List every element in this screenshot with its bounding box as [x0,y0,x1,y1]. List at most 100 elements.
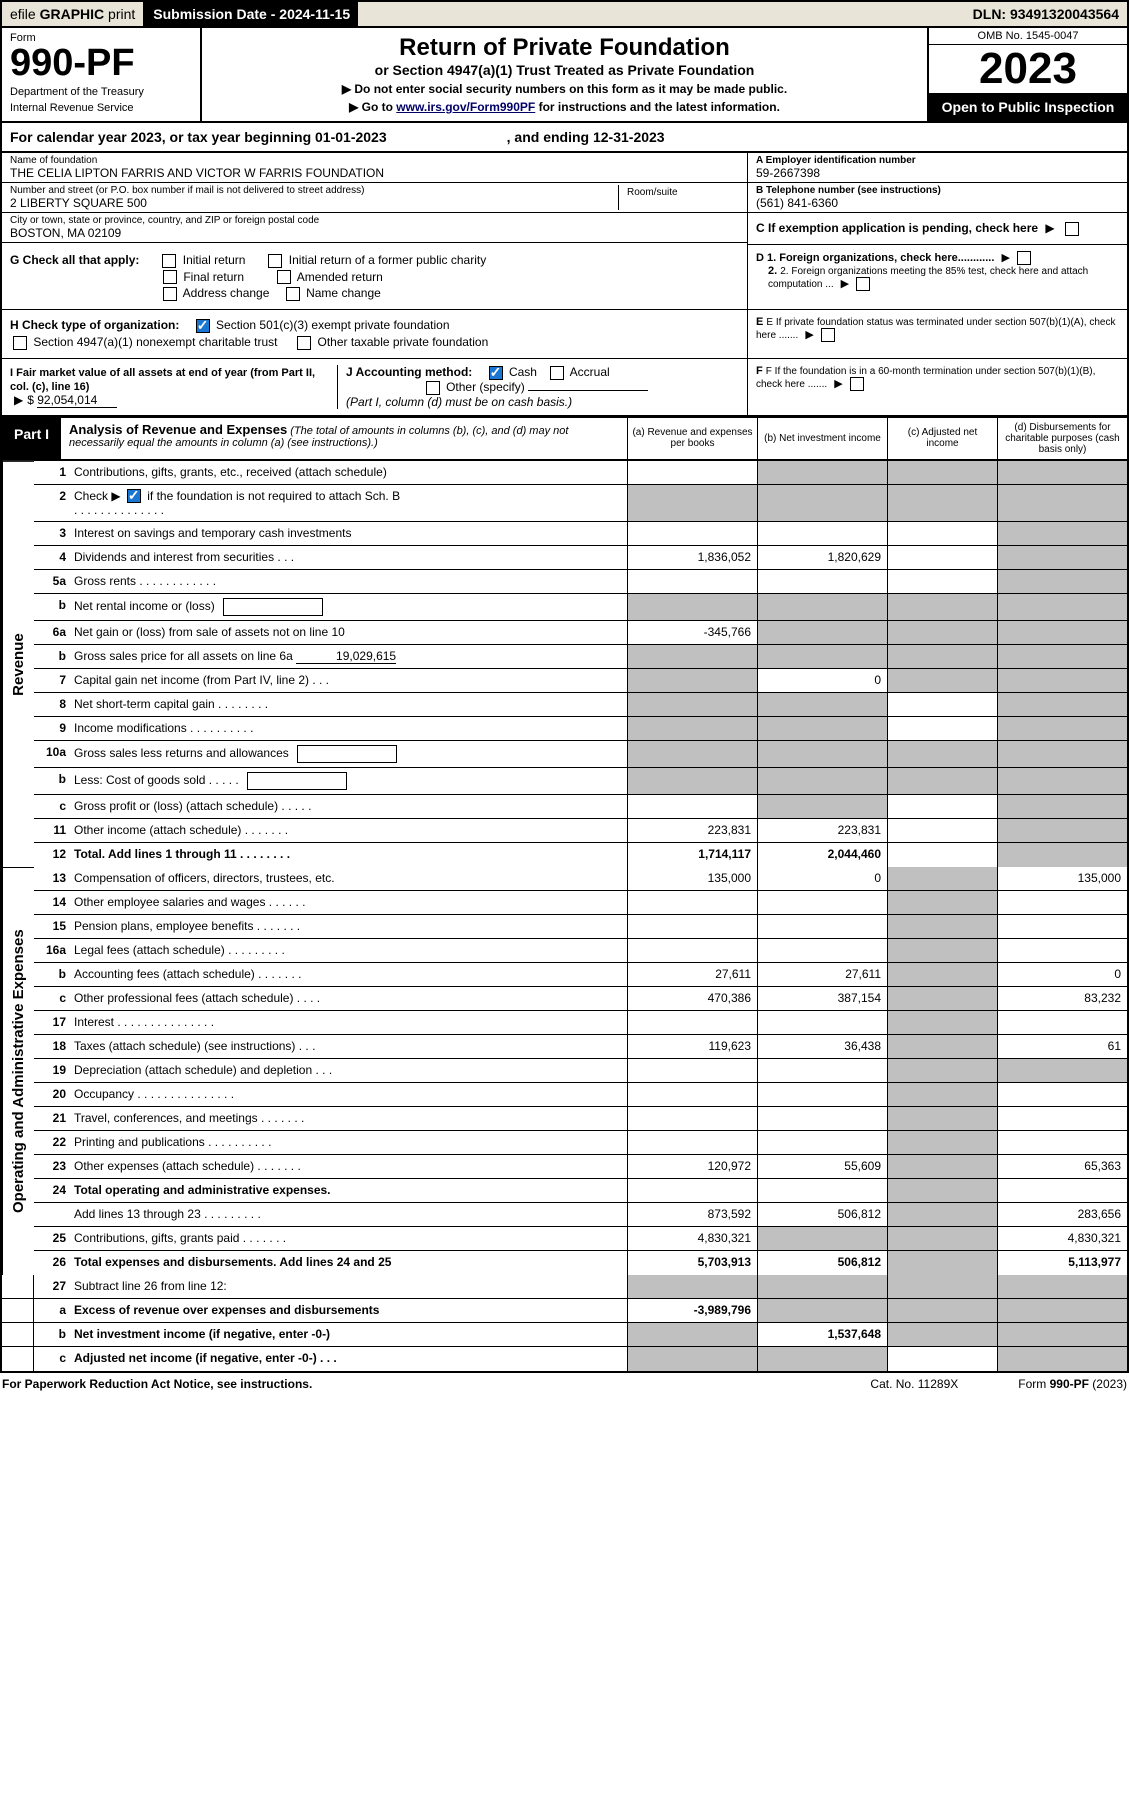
tax-year: 2023 [929,45,1127,93]
form-title: Return of Private Foundation [208,34,921,62]
line-1: 1Contributions, gifts, grants, etc., rec… [34,461,1127,485]
h-501c3-label: Section 501(c)(3) exempt private foundat… [216,318,449,332]
line-10a: 10aGross sales less returns and allowanc… [34,741,1127,768]
form-subtitle: or Section 4947(a)(1) Trust Treated as P… [208,62,921,78]
address-label: Number and street (or P.O. box number if… [10,185,618,196]
e-checkbox[interactable] [821,328,835,342]
line-4: 4Dividends and interest from securities … [34,546,1127,570]
revenue-label: Revenue [2,461,34,868]
j-accrual-checkbox[interactable] [550,366,564,380]
part1-header: Part I Analysis of Revenue and Expenses … [0,417,1129,461]
line-6a: 6aNet gain or (loss) from sale of assets… [34,621,1127,645]
f-label: F If the foundation is in a 60-month ter… [756,366,1095,390]
form-header: Form 990-PF Department of the Treasury I… [0,28,1129,123]
h-4947-checkbox[interactable] [13,336,27,350]
dln: DLN: 93491320043564 [965,2,1127,26]
line-24: 24Total operating and administrative exp… [34,1179,1127,1203]
line-21: 21Travel, conferences, and meetings . . … [34,1107,1127,1131]
expenses-section: Operating and Administrative Expenses 13… [2,867,1127,1275]
j-cash-label: Cash [509,365,537,379]
j-label: J Accounting method: [346,365,472,379]
ein-label: A Employer identification number [756,155,1119,166]
j-accrual-label: Accrual [570,365,610,379]
j-other-checkbox[interactable] [426,381,440,395]
line-23: 23Other expenses (attach schedule) . . .… [34,1155,1127,1179]
line-9: 9Income modifications . . . . . . . . . … [34,717,1127,741]
d2-checkbox[interactable] [856,277,870,291]
address: 2 LIBERTY SQUARE 500 [10,196,618,210]
j-cash-checkbox[interactable] [489,366,503,380]
phone-label: B Telephone number (see instructions) [756,185,1119,196]
g-final-checkbox[interactable] [163,270,177,284]
line-5b: bNet rental income or (loss) [34,594,1127,621]
d1-checkbox[interactable] [1017,251,1031,265]
h-501c3-checkbox[interactable] [196,319,210,333]
line-3: 3Interest on savings and temporary cash … [34,522,1127,546]
g-initial-label: Initial return [183,253,246,267]
note-link: ▶ Go to www.irs.gov/Form990PF for instru… [208,100,921,114]
col-b-header: (b) Net investment income [757,418,887,459]
line-5a: 5aGross rents . . . . . . . . . . . . [34,570,1127,594]
j-other-label: Other (specify) [446,380,525,394]
f-checkbox[interactable] [850,377,864,391]
note-ssn: ▶ Do not enter social security numbers o… [208,82,921,96]
line-15: 15Pension plans, employee benefits . . .… [34,915,1127,939]
col-a-header: (a) Revenue and expenses per books [627,418,757,459]
h-other-label: Other taxable private foundation [318,335,489,349]
line-22: 22Printing and publications . . . . . . … [34,1131,1127,1155]
g-amended-checkbox[interactable] [277,270,291,284]
irs-link[interactable]: www.irs.gov/Form990PF [396,100,535,114]
line-13: 13Compensation of officers, directors, t… [34,867,1127,891]
c-label: C If exemption application is pending, c… [756,221,1038,235]
footer-paperwork: For Paperwork Reduction Act Notice, see … [2,1377,870,1391]
line-12: 12Total. Add lines 1 through 11 . . . . … [34,843,1127,867]
g-initial-former-label: Initial return of a former public charit… [289,253,486,267]
col-c-header: (c) Adjusted net income [887,418,997,459]
calendar-year-bar: For calendar year 2023, or tax year begi… [0,123,1129,153]
line-16c: cOther professional fees (attach schedul… [34,987,1127,1011]
line-27b: bNet investment income (if negative, ent… [2,1323,1127,1347]
line-24b: Add lines 13 through 23 . . . . . . . . … [34,1203,1127,1227]
line-17: 17Interest . . . . . . . . . . . . . . . [34,1011,1127,1035]
submission-date: Submission Date - 2024-11-15 [145,2,358,26]
name-label: Name of foundation [10,155,739,166]
section-h: H Check type of organization: Section 50… [0,310,1129,359]
schb-checkbox[interactable] [127,489,141,503]
section-g: G Check all that apply: Initial return I… [0,245,1129,310]
line-26: 26Total expenses and disbursements. Add … [34,1251,1127,1275]
g-initial-former-checkbox[interactable] [268,254,282,268]
line-18: 18Taxes (attach schedule) (see instructi… [34,1035,1127,1059]
g-name-checkbox[interactable] [286,287,300,301]
line-25: 25Contributions, gifts, grants paid . . … [34,1227,1127,1251]
line-10b: bLess: Cost of goods sold . . . . . [34,768,1127,795]
g-amended-label: Amended return [297,270,383,284]
c-checkbox[interactable] [1065,222,1079,236]
footer-catno: Cat. No. 11289X [870,1377,958,1391]
col-d-header: (d) Disbursements for charitable purpose… [997,418,1127,459]
g-initial-checkbox[interactable] [162,254,176,268]
j-note: (Part I, column (d) must be on cash basi… [346,395,572,409]
g-final-label: Final return [183,270,244,284]
g-addr-checkbox[interactable] [163,287,177,301]
h-other-checkbox[interactable] [297,336,311,350]
g-addr-label: Address change [183,286,270,300]
arrow-icon: ▶ [1045,221,1054,235]
i-value: 92,054,014 [37,393,117,408]
i-label: I Fair market value of all assets at end… [10,367,315,393]
h-label: H Check type of organization: [10,318,179,332]
g-name-label: Name change [306,286,381,300]
dept-treasury: Department of the Treasury [10,86,192,98]
room-label: Room/suite [619,185,739,210]
line-27a: aExcess of revenue over expenses and dis… [2,1299,1127,1323]
part1-tag: Part I [2,418,61,459]
line-7: 7Capital gain net income (from Part IV, … [34,669,1127,693]
foundation-info: Name of foundation THE CELIA LIPTON FARR… [0,153,1129,245]
city-label: City or town, state or province, country… [10,215,739,226]
line-10c: cGross profit or (loss) (attach schedule… [34,795,1127,819]
line-27c: cAdjusted net income (if negative, enter… [2,1347,1127,1371]
footer-formno: Form 990-PF (2023) [1018,1377,1127,1391]
form-number: 990-PF [10,44,192,82]
line-19: 19Depreciation (attach schedule) and dep… [34,1059,1127,1083]
open-inspection: Open to Public Inspection [929,93,1127,121]
part1-desc: Analysis of Revenue and Expenses (The to… [61,418,627,459]
